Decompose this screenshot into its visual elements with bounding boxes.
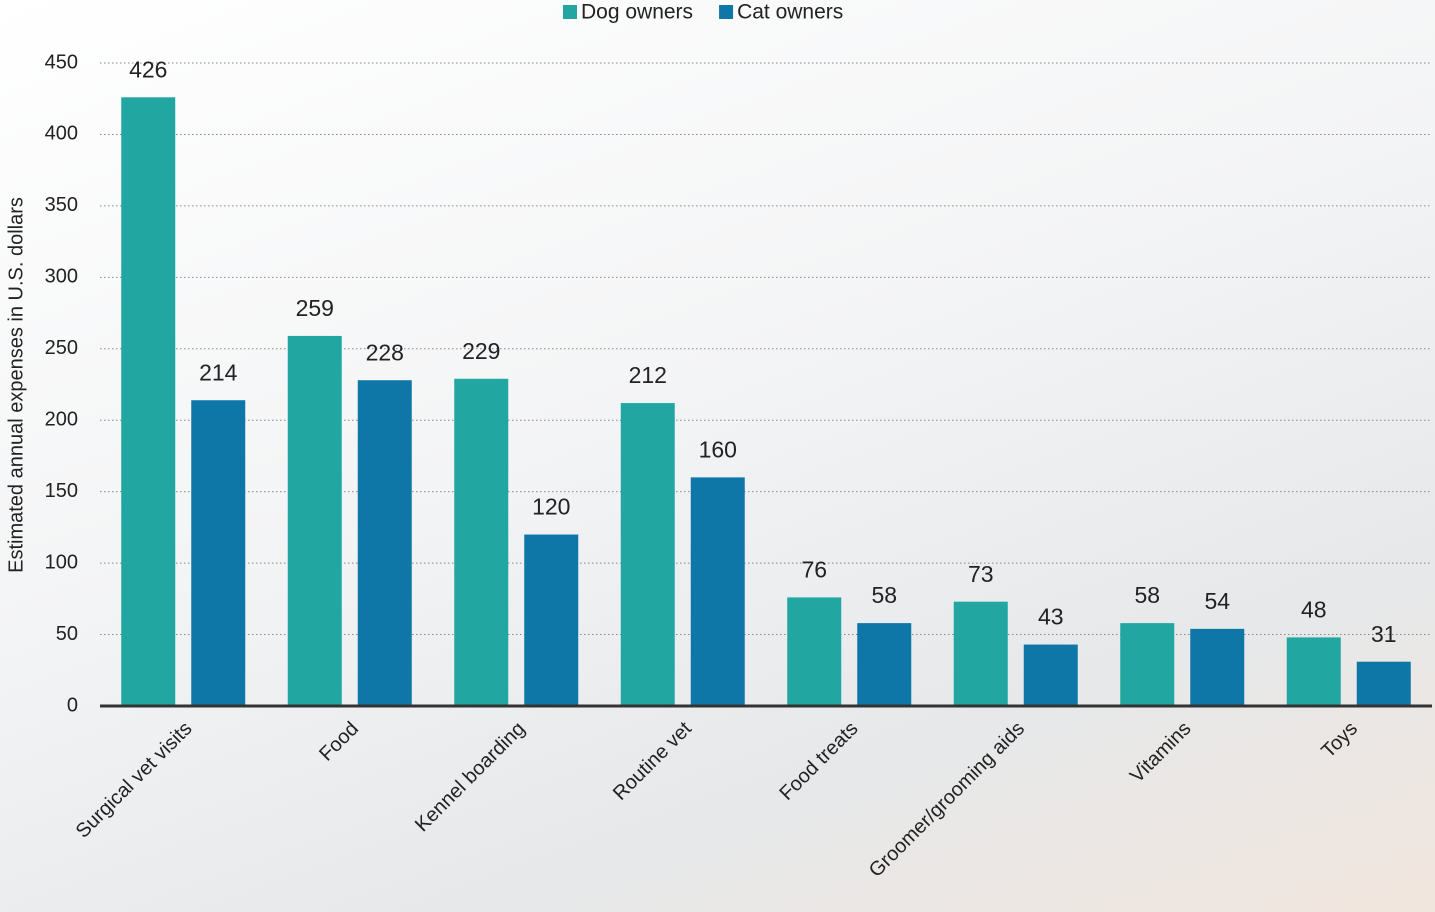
value-label: 43 <box>1038 604 1064 630</box>
y-tick-label: 150 <box>45 480 78 502</box>
y-axis-label: Estimated annual expenses in U.S. dollar… <box>5 197 27 573</box>
y-tick-label: 100 <box>45 551 78 573</box>
value-label: 259 <box>296 295 334 321</box>
value-label: 48 <box>1301 596 1327 622</box>
x-tick-label: Groomer/grooming aids <box>865 718 1029 882</box>
x-tick-label: Food treats <box>775 718 862 805</box>
bar <box>287 335 342 706</box>
bar <box>1190 628 1245 706</box>
value-label: 73 <box>968 561 994 587</box>
bar <box>1356 661 1411 706</box>
bar <box>1023 644 1078 706</box>
value-label: 229 <box>462 338 500 364</box>
bar <box>357 380 412 706</box>
bar <box>454 378 509 706</box>
y-tick-label: 300 <box>45 266 78 288</box>
value-label: 426 <box>129 56 167 82</box>
x-tick-label: Kennel boarding <box>411 718 530 837</box>
bar <box>524 534 579 706</box>
y-tick-label: 450 <box>45 51 78 73</box>
value-label: 160 <box>699 436 737 462</box>
x-tick-label: Food <box>315 718 363 766</box>
legend-label: Dog owners <box>581 1 693 24</box>
x-tick-label: Surgical vet visits <box>72 718 197 843</box>
x-tick-label: Vitamins <box>1126 718 1196 788</box>
x-tick-label: Routine vet <box>609 717 696 804</box>
bar <box>953 601 1008 706</box>
y-tick-label: 50 <box>56 623 78 645</box>
y-tick-label: 350 <box>45 194 78 216</box>
value-label: 76 <box>801 556 827 582</box>
y-tick-label: 250 <box>45 337 78 359</box>
value-label: 31 <box>1371 621 1397 647</box>
bar <box>857 623 912 706</box>
value-label: 120 <box>532 494 570 520</box>
value-label: 54 <box>1204 588 1230 614</box>
value-label: 58 <box>871 582 897 608</box>
y-tick-label: 400 <box>45 123 78 145</box>
value-label: 58 <box>1134 582 1160 608</box>
y-tick-label: 0 <box>67 694 78 716</box>
legend-swatch <box>719 5 734 19</box>
bar <box>121 97 176 706</box>
bar <box>620 403 675 706</box>
legend-swatch <box>563 5 577 19</box>
bar <box>1120 623 1175 706</box>
bar <box>787 597 842 706</box>
bar <box>1286 637 1341 706</box>
value-label: 214 <box>199 359 238 385</box>
bar <box>191 400 246 706</box>
value-label: 228 <box>366 339 404 365</box>
value-label: 212 <box>629 362 667 388</box>
x-tick-label: Toys <box>1317 718 1362 763</box>
bar <box>690 477 745 706</box>
y-tick-label: 200 <box>45 409 78 431</box>
legend-label: Cat owners <box>737 1 843 24</box>
